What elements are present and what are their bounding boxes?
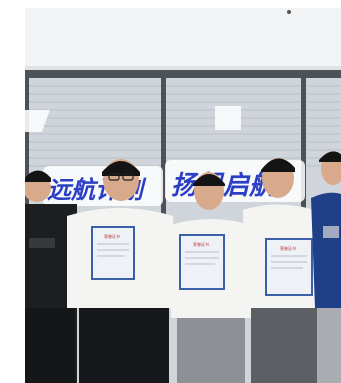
ceiling-spot [287, 10, 291, 14]
ceiling [25, 8, 341, 66]
ceiling-light [215, 106, 241, 130]
certificate-2-heading: 荣誉证书 [193, 241, 209, 247]
certificate-1-heading: 荣誉证书 [104, 233, 120, 239]
certificate-2: 荣誉证书 [179, 234, 225, 290]
window-frame [25, 70, 341, 78]
certificate-1: 荣誉证书 [91, 226, 135, 280]
ceiling-light [25, 110, 50, 132]
banner-right-text: 扬帆启航 [171, 171, 279, 201]
certificate-3: 荣誉证书 [265, 238, 313, 296]
group-photo: 远航计划 扬帆启航 荣誉证书 荣誉证书 [25, 8, 341, 383]
certificate-3-heading: 荣誉证书 [280, 245, 296, 251]
person-5 [311, 151, 341, 383]
